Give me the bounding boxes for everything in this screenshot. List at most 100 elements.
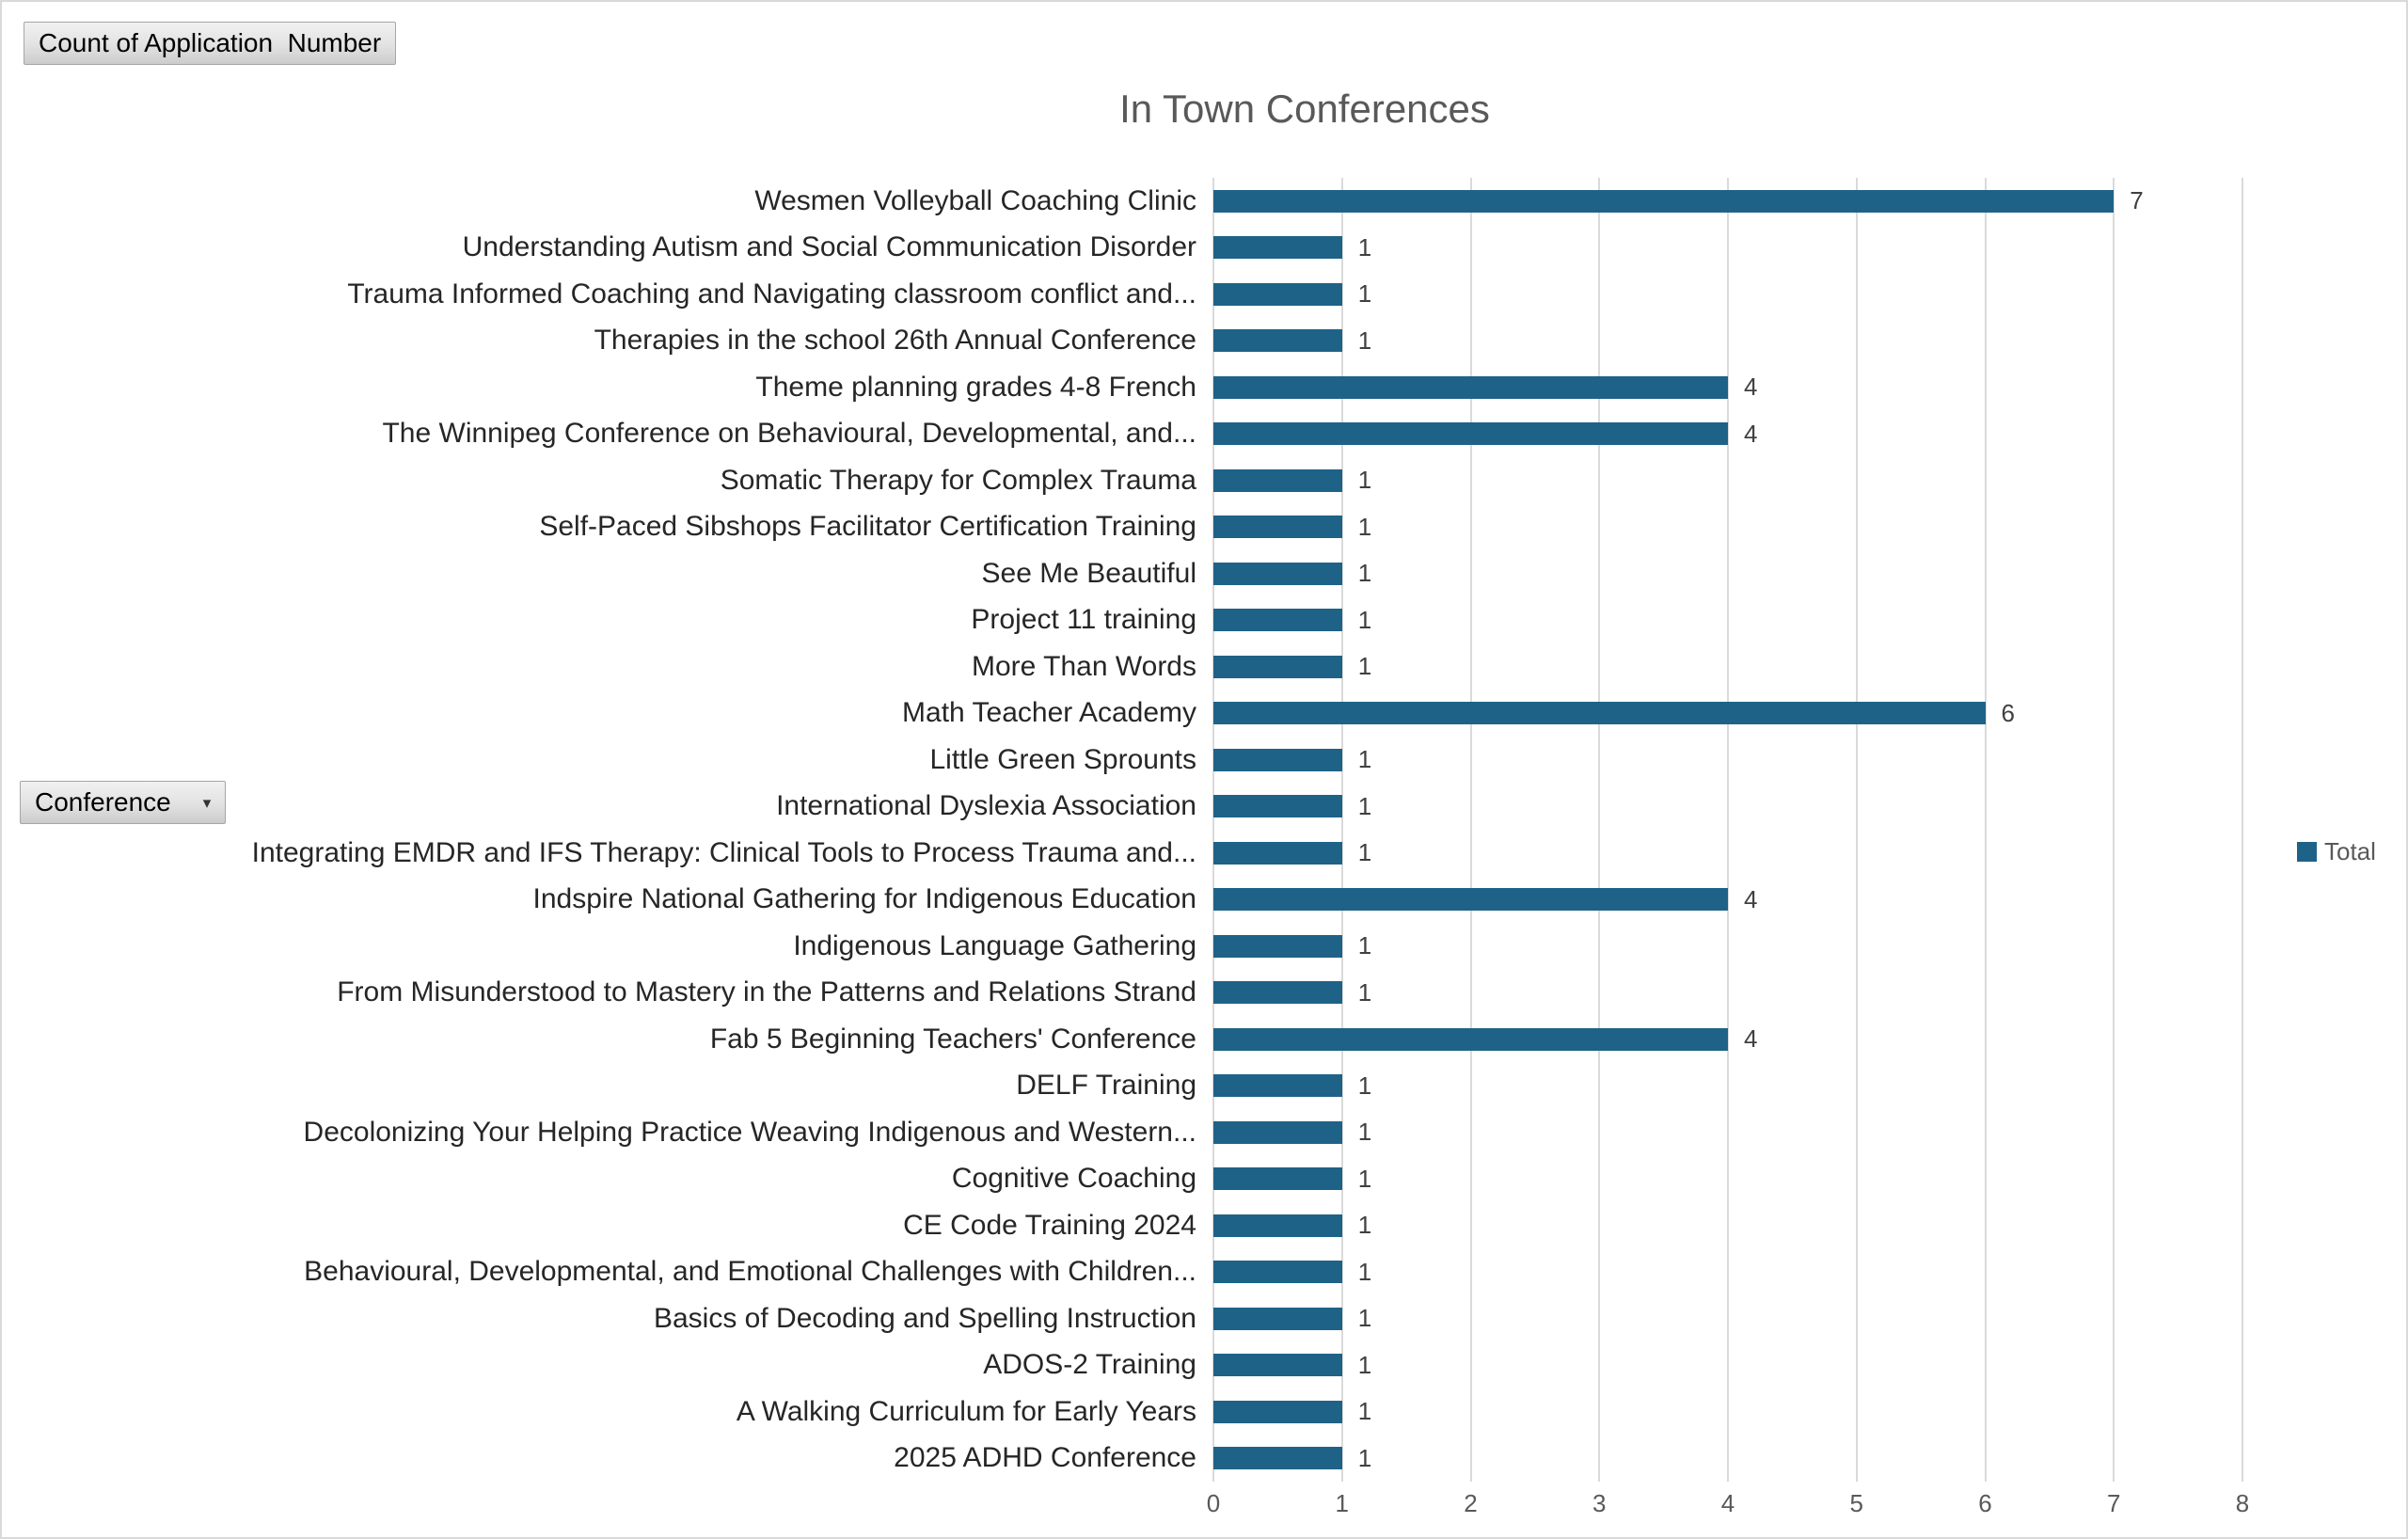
bar <box>1213 655 1342 678</box>
data-label: 4 <box>1744 419 1758 448</box>
bar-area: 1 <box>1213 550 2406 597</box>
bar-area: 1 <box>1213 1295 2406 1342</box>
plot-gridlines <box>1212 178 2246 1482</box>
category-label: Project 11 training <box>971 604 1196 636</box>
chart-row: The Winnipeg Conference on Behavioural, … <box>2 411 2406 458</box>
bar-area: 1 <box>1213 830 2406 877</box>
chart-row: Fab 5 Beginning Teachers' Conference 4 <box>2 1016 2406 1063</box>
data-label: 1 <box>1357 1257 1372 1286</box>
x-axis-tick-label: 8 <box>2235 1489 2250 1517</box>
bar-area: 1 <box>1213 271 2406 318</box>
category-label: Wesmen Volleyball Coaching Clinic <box>754 184 1196 216</box>
data-label: 1 <box>1357 838 1372 867</box>
data-label: 1 <box>1357 279 1372 309</box>
category-label: Little Green Sprounts <box>929 743 1197 775</box>
bar <box>1213 282 1342 306</box>
chart-row: Indspire National Gathering for Indigeno… <box>2 877 2406 924</box>
bar <box>1213 189 2115 213</box>
data-label: 1 <box>1357 512 1372 541</box>
bar-area: 1 <box>1213 597 2406 644</box>
bar <box>1213 1307 1342 1330</box>
category-label: Integrating EMDR and IFS Therapy: Clinic… <box>251 836 1196 868</box>
bar <box>1213 841 1342 865</box>
x-axis-tick-label: 6 <box>1978 1489 1992 1517</box>
data-label: 4 <box>1744 884 1758 913</box>
chart-row: 2025 ADHD Conference 1 <box>2 1436 2406 1483</box>
x-axis-tick-label: 1 <box>1335 1489 1349 1517</box>
category-label: More Than Words <box>972 650 1196 682</box>
data-label: 1 <box>1357 791 1372 820</box>
bar-area: 7 <box>1213 178 2406 225</box>
bar <box>1213 1027 1728 1051</box>
plot-rows: Wesmen Volleyball Coaching Clinic 7 Unders… <box>2 178 2406 1483</box>
value-field-button[interactable]: Count of Application Number <box>24 22 397 65</box>
category-label: CE Code Training 2024 <box>903 1209 1196 1241</box>
data-label: 1 <box>1357 559 1372 588</box>
legend-swatch-icon <box>2297 842 2317 862</box>
chart-row: Self-Paced Sibshops Facilitator Certific… <box>2 504 2406 551</box>
chart-row: Integrating EMDR and IFS Therapy: Clinic… <box>2 830 2406 877</box>
category-label: Indigenous Language Gathering <box>793 929 1196 961</box>
chart-row: Somatic Therapy for Complex Trauma 1 <box>2 457 2406 504</box>
gridline <box>2113 178 2115 1482</box>
axis-field-label: Conference <box>35 787 171 817</box>
gridline <box>1340 178 1343 1482</box>
bar <box>1213 1354 1342 1377</box>
category-label: Therapies in the school 26th Annual Conf… <box>594 325 1196 357</box>
chart-row: Indigenous Language Gathering 1 <box>2 923 2406 970</box>
chart-title: In Town Conferences <box>1119 87 1490 131</box>
data-label: 4 <box>1744 373 1758 402</box>
chart-row: Understanding Autism and Social Communic… <box>2 225 2406 272</box>
data-label: 1 <box>1357 1211 1372 1240</box>
data-label: 1 <box>1357 745 1372 774</box>
data-label: 1 <box>1357 931 1372 960</box>
bar-area: 1 <box>1213 970 2406 1017</box>
x-axis-tick-label: 3 <box>1592 1489 1607 1517</box>
bar <box>1213 516 1342 539</box>
bar-area: 1 <box>1213 1388 2406 1436</box>
category-label: Indspire National Gathering for Indigeno… <box>532 883 1196 915</box>
data-label: 6 <box>2001 698 2015 727</box>
bar <box>1213 888 1728 912</box>
bar <box>1213 934 1342 958</box>
category-label: ADOS-2 Training <box>983 1349 1196 1381</box>
bar-area: 6 <box>1213 690 2406 738</box>
bar <box>1213 236 1342 260</box>
chart-row: A Walking Curriculum for Early Years 1 <box>2 1388 2406 1436</box>
bar-area: 1 <box>1213 1436 2406 1483</box>
x-axis-tick-label: 2 <box>1464 1489 1478 1517</box>
category-label: Theme planning grades 4-8 French <box>755 371 1196 403</box>
bar <box>1213 329 1342 353</box>
bar-area: 1 <box>1213 457 2406 504</box>
bar-area: 1 <box>1213 504 2406 551</box>
bar <box>1213 468 1342 492</box>
bar <box>1213 1261 1342 1284</box>
data-label: 1 <box>1357 1071 1372 1100</box>
x-axis: 0 1 2 3 4 5 6 7 8 <box>2 1489 2406 1527</box>
chart-row: ADOS-2 Training 1 <box>2 1342 2406 1389</box>
bar <box>1213 609 1342 632</box>
bar-area: 1 <box>1213 318 2406 365</box>
category-label: DELF Training <box>1016 1070 1196 1102</box>
gridline <box>2242 178 2243 1482</box>
bar <box>1213 981 1342 1005</box>
chart-row: Basics of Decoding and Spelling Instruct… <box>2 1295 2406 1342</box>
bar-area: 1 <box>1213 1342 2406 1389</box>
bar <box>1213 1400 1342 1423</box>
bar <box>1213 1447 1342 1470</box>
legend[interactable]: Total <box>2297 837 2376 866</box>
data-label: 1 <box>1357 1397 1372 1426</box>
x-axis-tick-label: 7 <box>2107 1489 2121 1517</box>
bar <box>1213 375 1728 399</box>
data-label: 1 <box>1357 652 1372 681</box>
data-label: 1 <box>1357 605 1372 634</box>
gridline <box>1984 178 1987 1482</box>
axis-field-button[interactable]: Conference ▾ <box>20 781 227 824</box>
data-label: 7 <box>2130 186 2144 215</box>
data-label: 1 <box>1357 1118 1372 1147</box>
category-label: Basics of Decoding and Spelling Instruct… <box>653 1302 1196 1334</box>
bar <box>1213 422 1728 446</box>
bar-area: 4 <box>1213 1016 2406 1063</box>
category-label: Trauma Informed Coaching and Navigating … <box>347 278 1196 309</box>
bar-area: 1 <box>1213 784 2406 831</box>
